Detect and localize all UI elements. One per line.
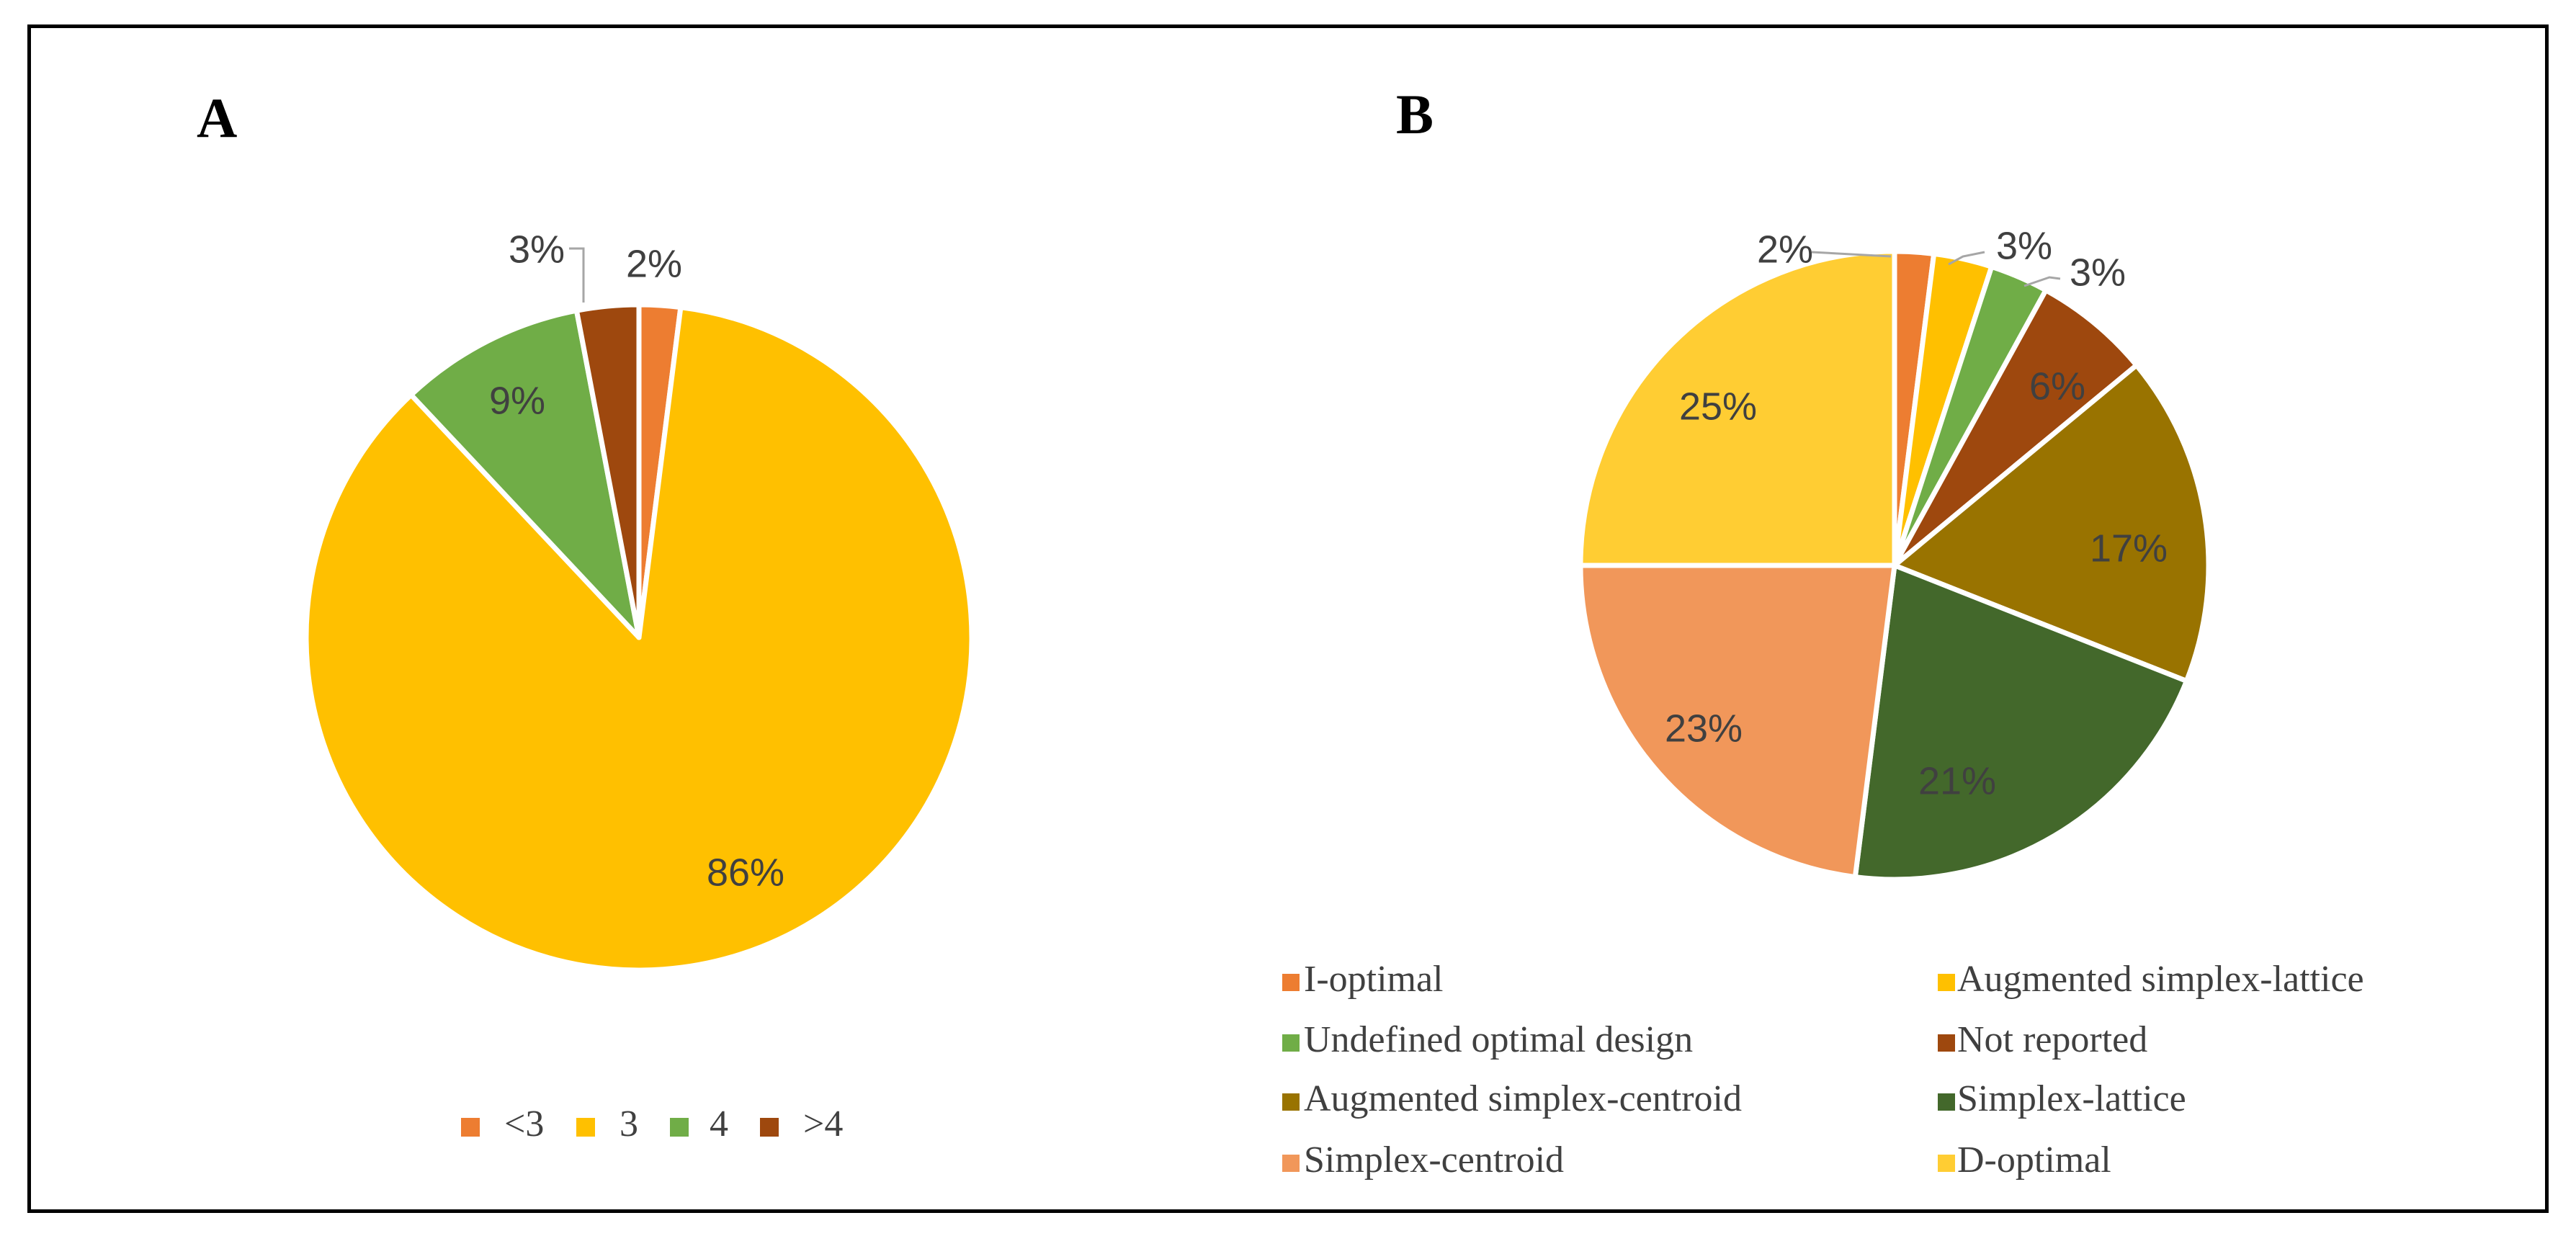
legend-a-swatch-4 — [760, 1118, 779, 1137]
pie-a-data-label: 3% — [509, 228, 565, 271]
pie-a-data-label: 9% — [489, 379, 545, 422]
legend-a: <3 3 4 >4 — [461, 1103, 843, 1145]
pie-a-slice-4 — [573, 302, 642, 640]
pie-b-data-label: 2% — [1757, 228, 1813, 271]
pie-b-leader-line — [1811, 251, 1892, 258]
legend-b-label-simplex-lattice: Simplex-lattice — [1957, 1078, 2186, 1119]
pie-b-data-label: 17% — [2090, 527, 2168, 570]
legend-a-swatch-3 — [576, 1118, 595, 1137]
legend-a-label-4: >4 — [803, 1103, 843, 1145]
legend-b-label-simplex-centroid: Simplex-centroid — [1304, 1139, 1564, 1181]
legend-b-swatch-simplex-centroid — [1282, 1155, 1300, 1172]
pie-b-slice-d-optimal — [1578, 248, 1897, 568]
pie-b-data-label: 25% — [1679, 385, 1757, 428]
legend-b-swatch-simplex-lattice — [1938, 1093, 1955, 1111]
legend-b-label-augmented-simplex-centroid: Augmented simplex-centroid — [1304, 1078, 1742, 1119]
legend-b-label-augmented-simplex-lattice: Augmented simplex-lattice — [1957, 959, 2364, 1000]
pie-b-data-label: 23% — [1665, 707, 1743, 750]
legend-b-swatch-undefined-optimal-design — [1282, 1034, 1300, 1052]
legend-a-swatch-3 — [461, 1118, 480, 1137]
pie-b-data-label: 6% — [2029, 364, 2085, 408]
legend-a-label-3: 3 — [620, 1103, 638, 1145]
pie-a-data-label: 86% — [707, 851, 784, 894]
legend-b-label-not-reported: Not reported — [1957, 1019, 2147, 1060]
pie-b-slice-not-reported — [1892, 287, 2139, 568]
pie-b-slice-simplex-centroid — [1578, 563, 1897, 880]
pie-a-data-label: 2% — [626, 242, 682, 285]
pie-b-slice-simplex-lattice — [1852, 563, 2189, 882]
pie-b-slice-augmented-simplex-centroid — [1892, 362, 2211, 684]
pie-b-data-label: 3% — [2070, 251, 2126, 294]
pie-a-leader-line — [569, 247, 585, 303]
legend-b: I-optimal Augmented simplex-lattice Undefi… — [1282, 959, 2364, 1181]
legend-a-swatch-4 — [670, 1118, 689, 1137]
legend-b-swatch-augmented-simplex-lattice — [1938, 974, 1955, 991]
panel-b-title: B — [1396, 83, 1434, 145]
legend-b-swatch-not-reported — [1938, 1034, 1955, 1052]
legend-a-label-3: <3 — [504, 1103, 544, 1145]
pie-b-leader-line — [1948, 251, 1985, 266]
pie-chart-a: 2% 86% 9% 3% — [303, 228, 975, 973]
pie-b-leader-line — [2023, 276, 2061, 287]
panel-a-title: A — [197, 86, 238, 149]
legend-b-swatch-d-optimal — [1938, 1155, 1955, 1172]
legend-b-label-d-optimal: D-optimal — [1957, 1139, 2111, 1181]
legend-b-swatch-i-optimal — [1282, 974, 1300, 991]
pie-b-data-label: 21% — [1918, 759, 1996, 802]
legend-b-label-undefined-optimal-design: Undefined optimal design — [1304, 1019, 1693, 1060]
legend-b-label-i-optimal: I-optimal — [1304, 959, 1444, 1000]
legend-b-swatch-augmented-simplex-centroid — [1282, 1093, 1300, 1111]
pie-b-data-label: 3% — [1996, 224, 2052, 267]
legend-a-label-4: 4 — [710, 1103, 728, 1145]
pie-chart-b: 2% 3% 3% 6% 17% 21% 23% 25% — [1578, 224, 2211, 882]
pie-a-slice-4 — [408, 308, 642, 640]
